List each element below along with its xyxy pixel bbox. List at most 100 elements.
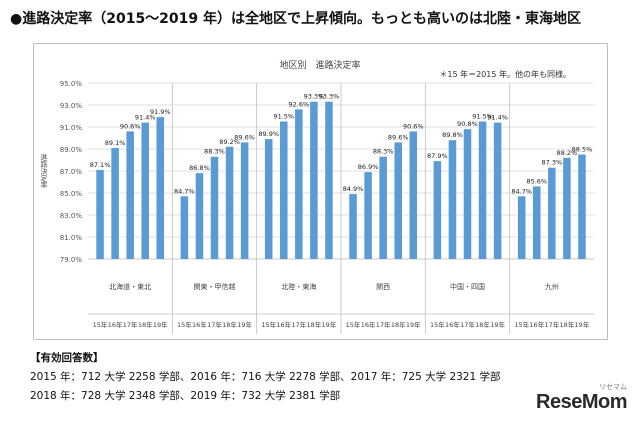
x-tick-label: 15年 — [93, 320, 108, 329]
x-tick-label: 18年 — [560, 320, 575, 329]
bar — [240, 142, 249, 259]
group-label: 中国・四国 — [450, 282, 485, 291]
bar — [493, 122, 502, 259]
y-tick-label: 91.0% — [60, 124, 83, 132]
bar-value-label: 90.6% — [120, 122, 141, 130]
x-tick-label: 16年 — [108, 320, 123, 329]
y-axis-label: 進路決定率 — [40, 153, 48, 190]
chart-title: 地区別 進路決定率 — [279, 59, 360, 71]
bar — [210, 156, 219, 259]
resemom-logo: リセマム ReseMom — [536, 384, 627, 414]
x-tick-label: 19年 — [406, 320, 421, 329]
x-tick-label: 19年 — [237, 320, 252, 329]
group-label: 関東・甲信越 — [194, 282, 236, 291]
bar-value-label: 88.2% — [557, 149, 578, 157]
bar-value-label: 84.7% — [511, 187, 532, 195]
bar — [548, 167, 556, 259]
bar — [448, 140, 457, 259]
bar — [180, 196, 189, 259]
bar-value-label: 91.4% — [135, 114, 156, 122]
valid-responses-title: 【有効回答数】 — [30, 352, 104, 364]
x-tick-label: 16年 — [445, 320, 460, 329]
x-tick-label: 19年 — [322, 320, 337, 329]
bar — [195, 173, 204, 259]
x-tick-label: 19年 — [153, 320, 168, 329]
bar — [126, 131, 134, 259]
bar-value-label: 89.2% — [219, 138, 240, 146]
chart-note: ＊15 年＝2015 年。他の年も同様。 — [439, 69, 571, 79]
y-tick-label: 87.0% — [60, 168, 83, 176]
y-tick-label: 81.0% — [60, 234, 83, 242]
x-tick-label: 18年 — [307, 320, 322, 329]
bar-value-label: 87.9% — [427, 152, 448, 160]
bar-value-label: 86.8% — [189, 164, 210, 172]
resemom-logo-text: ReseMom — [536, 391, 627, 413]
bar-chart: 地区別 進路決定率 ＊15 年＝2015 年。他の年も同様。 79.0% 81.0% 8… — [40, 59, 594, 334]
x-tick-label: 17年 — [291, 320, 306, 329]
x-tick-label: 17年 — [460, 320, 475, 329]
bar-value-label: 90.8% — [457, 120, 478, 128]
bar — [310, 101, 318, 259]
bar-value-label: 92.6% — [289, 100, 310, 108]
bar-value-label: 89.6% — [234, 133, 255, 141]
bar — [96, 169, 104, 259]
x-tick-label: 19年 — [575, 320, 590, 329]
x-tick-label: 15年 — [514, 320, 529, 329]
y-tick-label: 85.0% — [60, 190, 83, 198]
x-tick-label: 17年 — [123, 320, 138, 329]
group-label: 関西 — [376, 283, 390, 291]
resemom-logo-sub: リセマム — [599, 384, 627, 391]
bar-value-label: 88.3% — [204, 148, 225, 156]
x-tick-label: 15年 — [261, 320, 276, 329]
x-tick-label: 15年 — [177, 320, 192, 329]
bar-value-label: 89.6% — [388, 133, 409, 141]
bar — [264, 139, 273, 259]
x-tick-label: 18年 — [391, 320, 406, 329]
bar-value-label: 86.9% — [358, 163, 379, 171]
chart-panel: 地区別 進路決定率 ＊15 年＝2015 年。他の年も同様。 79.0% 81.0% 8… — [33, 43, 608, 340]
bar-value-label: 91.5% — [472, 113, 493, 121]
bar-value-label: 91.4% — [487, 114, 508, 122]
bar — [394, 142, 402, 259]
x-tick-label: 19年 — [490, 320, 505, 329]
bar-value-label: 89.8% — [442, 131, 463, 139]
x-tick-label: 17年 — [376, 320, 391, 329]
x-tick-label: 16年 — [361, 320, 376, 329]
valid-responses: 【有効回答数】 2015 年：712 大学 2258 学部、2016 年：716… — [30, 349, 501, 406]
bar — [517, 196, 526, 259]
bar-value-label: 89.1% — [105, 139, 126, 147]
bar — [563, 157, 571, 259]
x-tick-label: 15年 — [346, 320, 361, 329]
bar — [578, 154, 586, 259]
y-tick-label: 79.0% — [60, 256, 83, 264]
group-label: 北海道・東北 — [109, 282, 151, 291]
x-tick-label: 15年 — [430, 320, 445, 329]
x-tick-label: 18年 — [138, 320, 153, 329]
bar-value-label: 90.6% — [403, 122, 424, 130]
bar — [379, 156, 387, 259]
y-tick-label: 93.0% — [60, 102, 83, 110]
bar-value-label: 89.9% — [258, 130, 279, 138]
bar — [463, 129, 472, 259]
bar-value-label: 93.3% — [319, 93, 340, 101]
bar — [295, 109, 303, 260]
y-tick-label: 83.0% — [60, 212, 83, 220]
bar — [280, 121, 288, 259]
bar-value-label: 88.3% — [373, 148, 394, 156]
y-tick-label: 95.0% — [60, 80, 83, 88]
bar — [409, 131, 418, 259]
x-tick-label: 16年 — [529, 320, 544, 329]
bar-value-label: 93.3% — [304, 93, 325, 101]
bar-value-label: 84.9% — [343, 185, 364, 193]
group-label: 北陸・東海 — [281, 282, 316, 291]
group-label: 九州 — [545, 282, 559, 291]
y-tick-label: 89.0% — [60, 146, 83, 154]
bar — [533, 186, 541, 259]
valid-responses-line-1: 2015 年：712 大学 2258 学部、2016 年：716 大学 2278… — [30, 371, 501, 383]
x-tick-label: 17年 — [207, 320, 222, 329]
bar-value-label: 85.6% — [526, 177, 547, 185]
x-tick-label: 16年 — [276, 320, 291, 329]
bar-value-label: 87.1% — [90, 161, 111, 169]
bar — [433, 161, 442, 259]
bar — [111, 147, 119, 259]
